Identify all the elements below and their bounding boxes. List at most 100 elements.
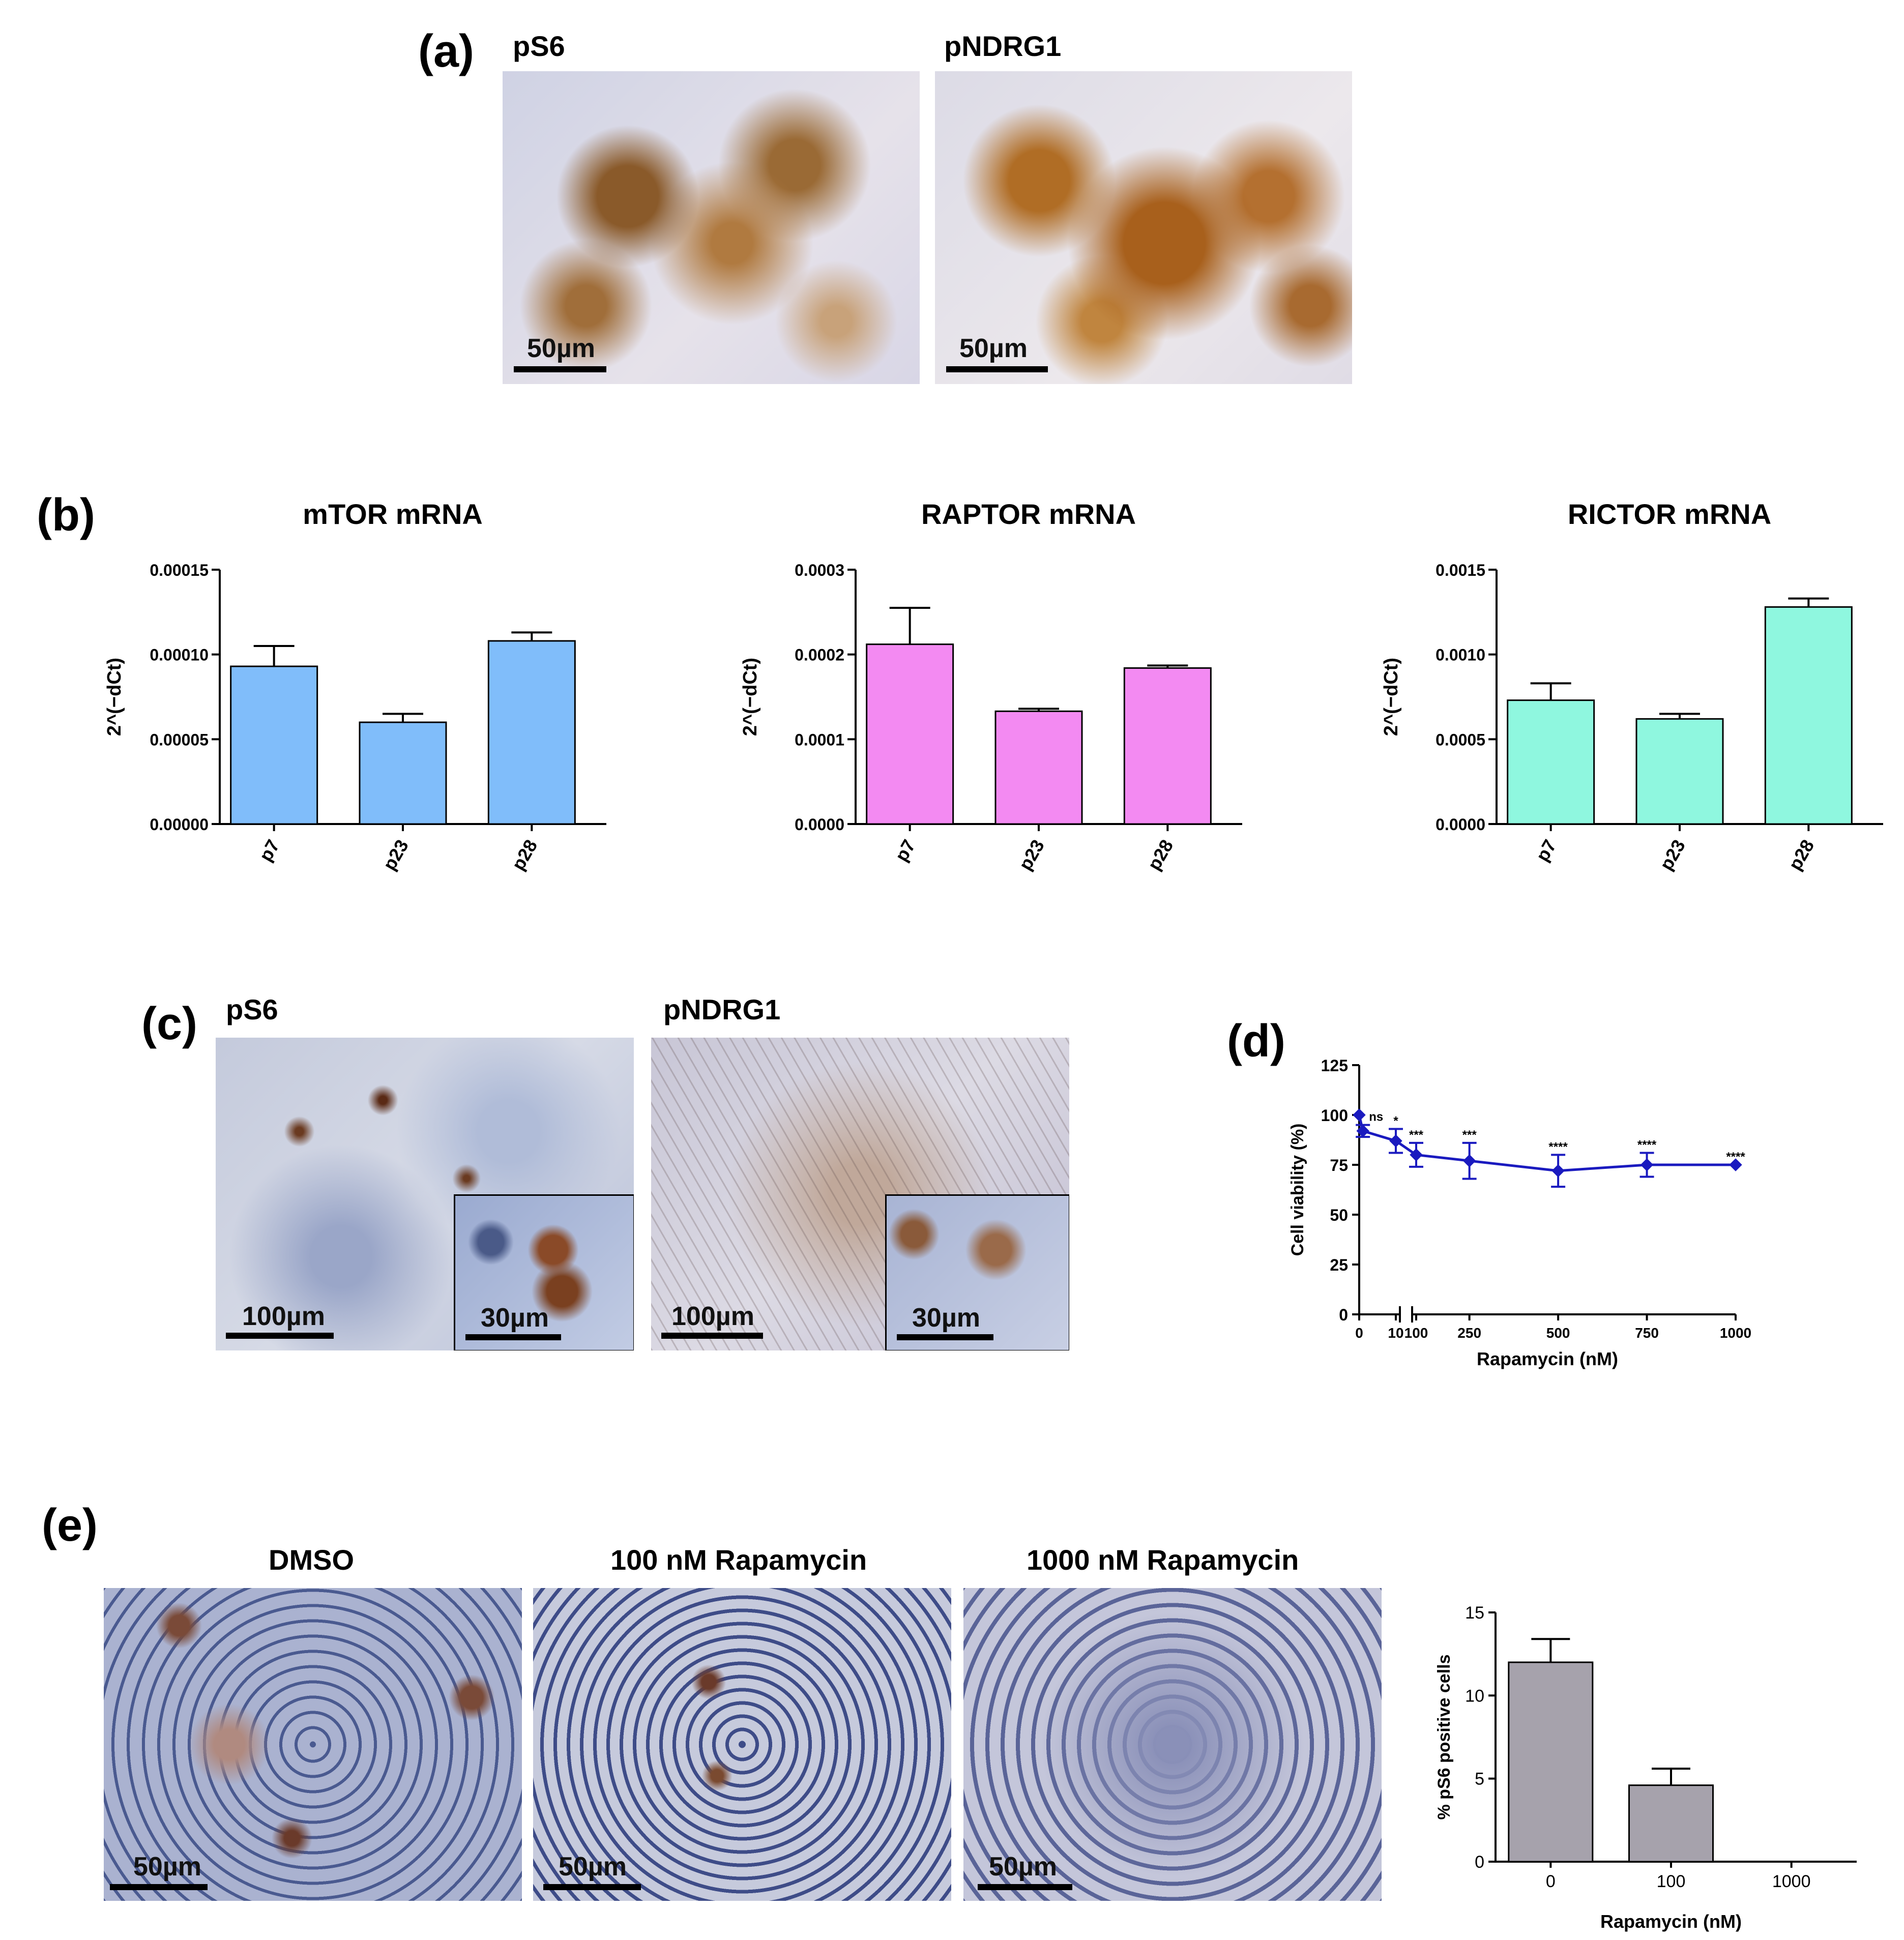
y-tick-label: 0.00015	[150, 561, 209, 579]
significance-label: ****	[1637, 1138, 1657, 1152]
panel-c-title-pndrg1: pNDRG1	[663, 993, 781, 1025]
significance-label: *	[1393, 1114, 1398, 1128]
y-axis-label: 2^(−dCt)	[104, 658, 125, 736]
significance-label: ***	[1462, 1128, 1477, 1142]
y-tick-label: 0.00005	[150, 730, 209, 749]
y-tick-label: 10	[1465, 1686, 1484, 1706]
x-tick-label: p7	[891, 836, 920, 865]
bar	[1764, 606, 1853, 825]
x-tick-label: p28	[508, 836, 542, 874]
panel-b-label: (b)	[37, 490, 95, 541]
bar	[994, 710, 1083, 825]
magnified-inset: 30µm	[885, 1194, 1069, 1350]
bar	[359, 721, 447, 825]
y-tick-label: 125	[1321, 1056, 1348, 1075]
y-axis-label: % pS6 positive cells	[1434, 1654, 1454, 1819]
y-tick-label: 0.00000	[150, 815, 209, 834]
panel-c-title-ps6: pS6	[226, 993, 278, 1025]
x-axis-label: Rapamycin (nM)	[1600, 1911, 1742, 1932]
data-line	[1358, 1114, 1736, 1172]
x-tick-label: p7	[255, 836, 284, 865]
bar	[1635, 718, 1724, 825]
y-tick-label: 75	[1330, 1156, 1348, 1174]
data-point	[1551, 1164, 1565, 1178]
y-tick-label: 50	[1330, 1206, 1348, 1224]
y-tick-label: 0.0010	[1436, 646, 1485, 664]
panel-a-label: (a)	[418, 26, 474, 77]
bar	[1123, 667, 1212, 825]
x-tick-label: p7	[1532, 836, 1561, 865]
scale-bar-label: 50µm	[133, 1852, 202, 1882]
chart-raptor-mrna: RAPTOR mRNA 2^(−dCt) 0.0000 0.0001 0.0002 0.0…	[740, 498, 1242, 874]
bar	[1508, 1661, 1594, 1863]
magnified-inset: 30µm	[454, 1194, 634, 1350]
micrograph-ps6-xenograft: 100µm 30µm	[216, 1038, 634, 1350]
panel-c-label: (c)	[141, 998, 197, 1049]
panel-d-label: (d)	[1227, 1016, 1285, 1067]
chart-rictor-mrna: RICTOR mRNA 2^(−dCt) 0.0000 0.0005 0.0010 0.0…	[1381, 498, 1883, 874]
y-tick-label: 0.00010	[150, 646, 209, 664]
bar	[1628, 1784, 1714, 1863]
inset-scale-bar	[465, 1334, 561, 1340]
panel-e-title-1000nm: 1000 nM Rapamycin	[1027, 1544, 1299, 1576]
significance-label: ***	[1409, 1128, 1424, 1142]
chart-mtor-mrna: mTOR mRNA 2^(−dCt) 0.00000 0.00005 0.00010 0.…	[104, 498, 606, 874]
x-tick-label: 100	[1404, 1325, 1428, 1341]
chart-title: RAPTOR mRNA	[921, 498, 1136, 530]
x-tick-label: p23	[1655, 836, 1689, 874]
x-tick-label: p23	[1014, 836, 1048, 874]
micrograph-pndrg1-xenograft: 100µm 30µm	[651, 1038, 1069, 1350]
y-axis-label: Cell viability (%)	[1288, 1124, 1307, 1256]
scale-bar	[543, 1884, 641, 1890]
significance-label: ns	[1369, 1110, 1383, 1124]
x-tick-label: p23	[378, 836, 413, 874]
x-tick-label: 0	[1546, 1872, 1556, 1891]
scale-bar-label: 100µm	[671, 1302, 754, 1331]
y-tick-label: 0.0002	[795, 646, 844, 664]
y-axis-label: 2^(−dCt)	[1381, 658, 1402, 736]
x-tick-label: p28	[1144, 836, 1178, 874]
inset-scale-bar	[897, 1334, 993, 1340]
micrograph-dmso: 50µm	[104, 1588, 522, 1901]
x-tick-label: 250	[1457, 1325, 1481, 1341]
data-point	[1462, 1154, 1476, 1167]
scale-bar	[110, 1884, 208, 1890]
micrograph-pndrg1-patient: 50µm	[935, 71, 1352, 384]
panel-e-title-dmso: DMSO	[269, 1544, 354, 1576]
scale-bar-label: 50µm	[527, 334, 596, 363]
y-tick-label: 0	[1339, 1306, 1348, 1324]
inset-scale-bar-label: 30µm	[481, 1303, 549, 1333]
x-tick-label: p28	[1784, 836, 1819, 874]
micrograph-ps6-patient: 50µm	[503, 71, 920, 384]
scale-bar	[978, 1884, 1072, 1890]
scale-bar	[661, 1333, 763, 1339]
panel-e-title-100nm: 100 nM Rapamycin	[610, 1544, 867, 1576]
data-point	[1353, 1108, 1366, 1122]
chart-title: RICTOR mRNA	[1568, 498, 1771, 530]
scale-bar	[514, 366, 606, 372]
bar	[1507, 699, 1595, 825]
x-axis-label: Rapamycin (nM)	[1477, 1348, 1618, 1369]
y-tick-label: 0	[1475, 1853, 1484, 1872]
scale-bar-label: 100µm	[242, 1302, 325, 1331]
y-axis-label: 2^(−dCt)	[740, 658, 761, 736]
y-tick-label: 0.0003	[795, 561, 844, 579]
panel-a-title-pndrg1: pNDRG1	[944, 30, 1062, 62]
panel-e-label: (e)	[42, 1500, 98, 1551]
x-tick-label: 10	[1388, 1325, 1403, 1341]
x-tick-label: 0	[1355, 1325, 1363, 1341]
panel-a-title-ps6: pS6	[513, 30, 565, 62]
y-tick-label: 0.0015	[1436, 561, 1485, 579]
micrograph-1000nm-rapamycin: 50µm	[963, 1588, 1382, 1901]
scale-bar	[226, 1333, 334, 1339]
chart-title: mTOR mRNA	[303, 498, 483, 530]
y-tick-label: 0.0000	[1436, 815, 1485, 834]
x-tick-label: 500	[1546, 1325, 1570, 1341]
y-tick-label: 100	[1321, 1106, 1348, 1125]
bar	[487, 640, 576, 825]
significance-label: ****	[1726, 1150, 1745, 1164]
micrograph-100nm-rapamycin: 50µm	[533, 1588, 951, 1901]
x-tick-label: 1000	[1720, 1325, 1751, 1341]
scale-bar-label: 50µm	[989, 1852, 1058, 1882]
